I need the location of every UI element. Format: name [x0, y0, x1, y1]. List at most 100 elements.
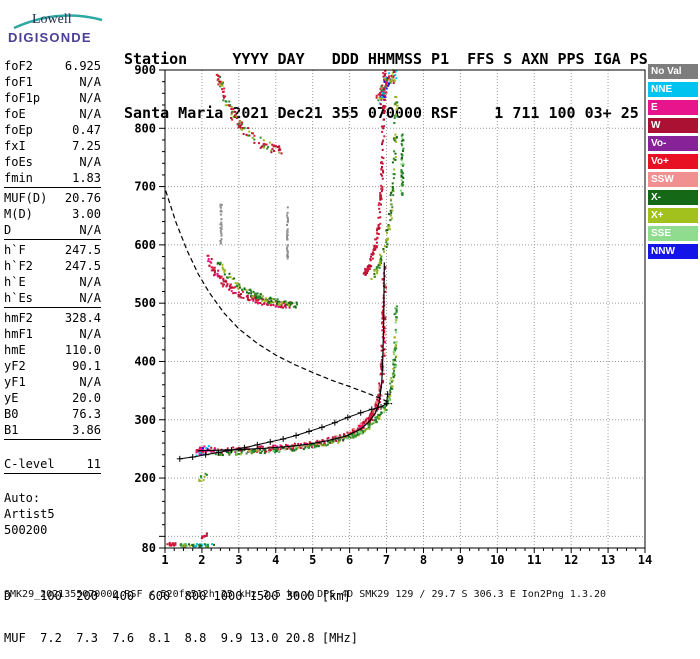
param-separator: [4, 473, 101, 474]
param-row: Auto:: [4, 490, 101, 506]
param-value: 20.76: [64, 191, 101, 205]
param-label: B1: [4, 423, 19, 437]
param-label: hmE: [4, 343, 26, 357]
param-value: 20.0: [72, 391, 101, 405]
param-value: 328.4: [64, 311, 101, 325]
param-value: N/A: [79, 291, 101, 305]
param-label: h`Es: [4, 291, 33, 305]
x-tick-label: 11: [527, 553, 541, 567]
param-value: 11: [86, 457, 101, 471]
param-row: C-level 11: [4, 456, 101, 472]
param-label: foF2: [4, 59, 33, 73]
echo-cluster-second-hop-o: [206, 254, 293, 309]
param-label: 500200: [4, 523, 48, 537]
param-value: N/A: [79, 75, 101, 89]
muf-row: MUF 7.2 7.3 7.6 8.1 8.8 9.9 13.0 20.8 [M…: [4, 631, 359, 645]
param-row: foF2 6.925: [4, 58, 101, 74]
y-tick-label: 700: [134, 180, 156, 194]
param-row: hmF2 328.4: [4, 310, 101, 326]
x-tick-label: 5: [309, 553, 316, 567]
y-tick-label: 500: [134, 296, 156, 310]
param-row: yF1 N/A: [4, 374, 101, 390]
param-value: 90.1: [72, 359, 101, 373]
param-row: fmin 1.83: [4, 170, 101, 186]
echo-cluster-f-trace-o: [195, 266, 387, 455]
param-label: fxI: [4, 139, 26, 153]
param-row: fxI 7.25: [4, 138, 101, 154]
param-row: foE N/A: [4, 106, 101, 122]
y-tick-label: 800: [134, 121, 156, 135]
param-value: N/A: [79, 223, 101, 237]
y-tick-label: 600: [134, 238, 156, 252]
param-value: N/A: [79, 275, 101, 289]
legend-item-x-: X-: [648, 190, 698, 205]
echo-cluster-spread-column-right: [400, 133, 405, 196]
param-value: 3.00: [72, 207, 101, 221]
param-label: C-level: [4, 457, 55, 471]
param-label: Artist5: [4, 507, 55, 521]
param-value: N/A: [79, 91, 101, 105]
param-label: yF1: [4, 375, 26, 389]
lowell-digisonde-logo: Lowell DIGISONDE: [6, 4, 116, 50]
muf-distance-table: D 100 200 400 600 800 1000 1500 3000 [km…: [4, 561, 358, 659]
param-value: 0.47: [72, 123, 101, 137]
param-value: 76.3: [72, 407, 101, 421]
x-tick-label: 4: [272, 553, 279, 567]
legend-item-e: E: [648, 100, 698, 115]
param-value: 3.86: [72, 423, 101, 437]
logo-product-text: DIGISONDE: [8, 30, 92, 45]
curve-muf-transmission-curve: [165, 190, 393, 405]
param-row: hmE 110.0: [4, 342, 101, 358]
param-row: h`E N/A: [4, 274, 101, 290]
x-tick-label: 12: [564, 553, 578, 567]
param-value: N/A: [79, 155, 101, 169]
param-value: N/A: [79, 375, 101, 389]
param-label: Auto:: [4, 491, 41, 505]
param-separator: [4, 239, 101, 240]
param-value: 6.925: [64, 59, 101, 73]
x-tick-label: 10: [490, 553, 504, 567]
param-row: D N/A: [4, 222, 101, 238]
param-label: yE: [4, 391, 19, 405]
station-header-values: Santa Maria 2021 Dec21 355 070000 RSF 1 …: [124, 104, 639, 122]
echo-cluster-second-hop-x: [216, 261, 299, 309]
echo-cluster-es-left-red: [166, 541, 177, 547]
param-row: foF1p N/A: [4, 90, 101, 106]
echo-cluster-stray-green-200: [198, 472, 208, 482]
y-tick-label: 900: [134, 63, 156, 77]
param-row: foEs N/A: [4, 154, 101, 170]
param-label: fmin: [4, 171, 33, 185]
param-separator: [4, 439, 101, 440]
x-tick-label: 3: [235, 553, 242, 567]
echo-cluster-interference-column-1: [219, 203, 223, 245]
legend-item-sse: SSE: [648, 226, 698, 241]
doppler-legend: No Val NNE E W Vo- Vo+ SSW X- X+ SSE NNW: [648, 64, 698, 262]
param-row: 500200: [4, 522, 101, 538]
param-label: foEp: [4, 123, 33, 137]
param-row: Artist5: [4, 506, 101, 522]
echo-cluster-es-red-pair: [200, 532, 208, 540]
x-tick-label: 6: [346, 553, 353, 567]
param-label: yF2: [4, 359, 26, 373]
echo-cluster-interference-column-2: [285, 206, 289, 260]
legend-item-no-val: No Val: [648, 64, 698, 79]
station-header-columns: Station YYYY DAY DDD HHMMSS P1 FFS S AXN…: [124, 50, 648, 68]
echo-cluster-top-right-cluster: [375, 69, 398, 106]
param-label: foF1p: [4, 91, 41, 105]
param-row: yE 20.0: [4, 390, 101, 406]
file-info-footer: SMK29_2021355070000.RSF / 520fx512h 25 k…: [4, 589, 607, 600]
station-header: Station YYYY DAY DDD HHMMSS P1 FFS S AXN…: [124, 14, 648, 140]
param-label: M(D): [4, 207, 33, 221]
echo-cluster-es-green-band: [179, 543, 215, 549]
param-label: MUF(D): [4, 191, 48, 205]
param-value: N/A: [79, 107, 101, 121]
param-value: 247.5: [64, 243, 101, 257]
param-label: foF1: [4, 75, 33, 89]
param-row: yF2 90.1: [4, 358, 101, 374]
x-tick-label: 1: [161, 553, 168, 567]
echo-cluster-third-hop-band: [215, 73, 283, 155]
param-label: h`F: [4, 243, 26, 257]
x-tick-label: 8: [420, 553, 427, 567]
